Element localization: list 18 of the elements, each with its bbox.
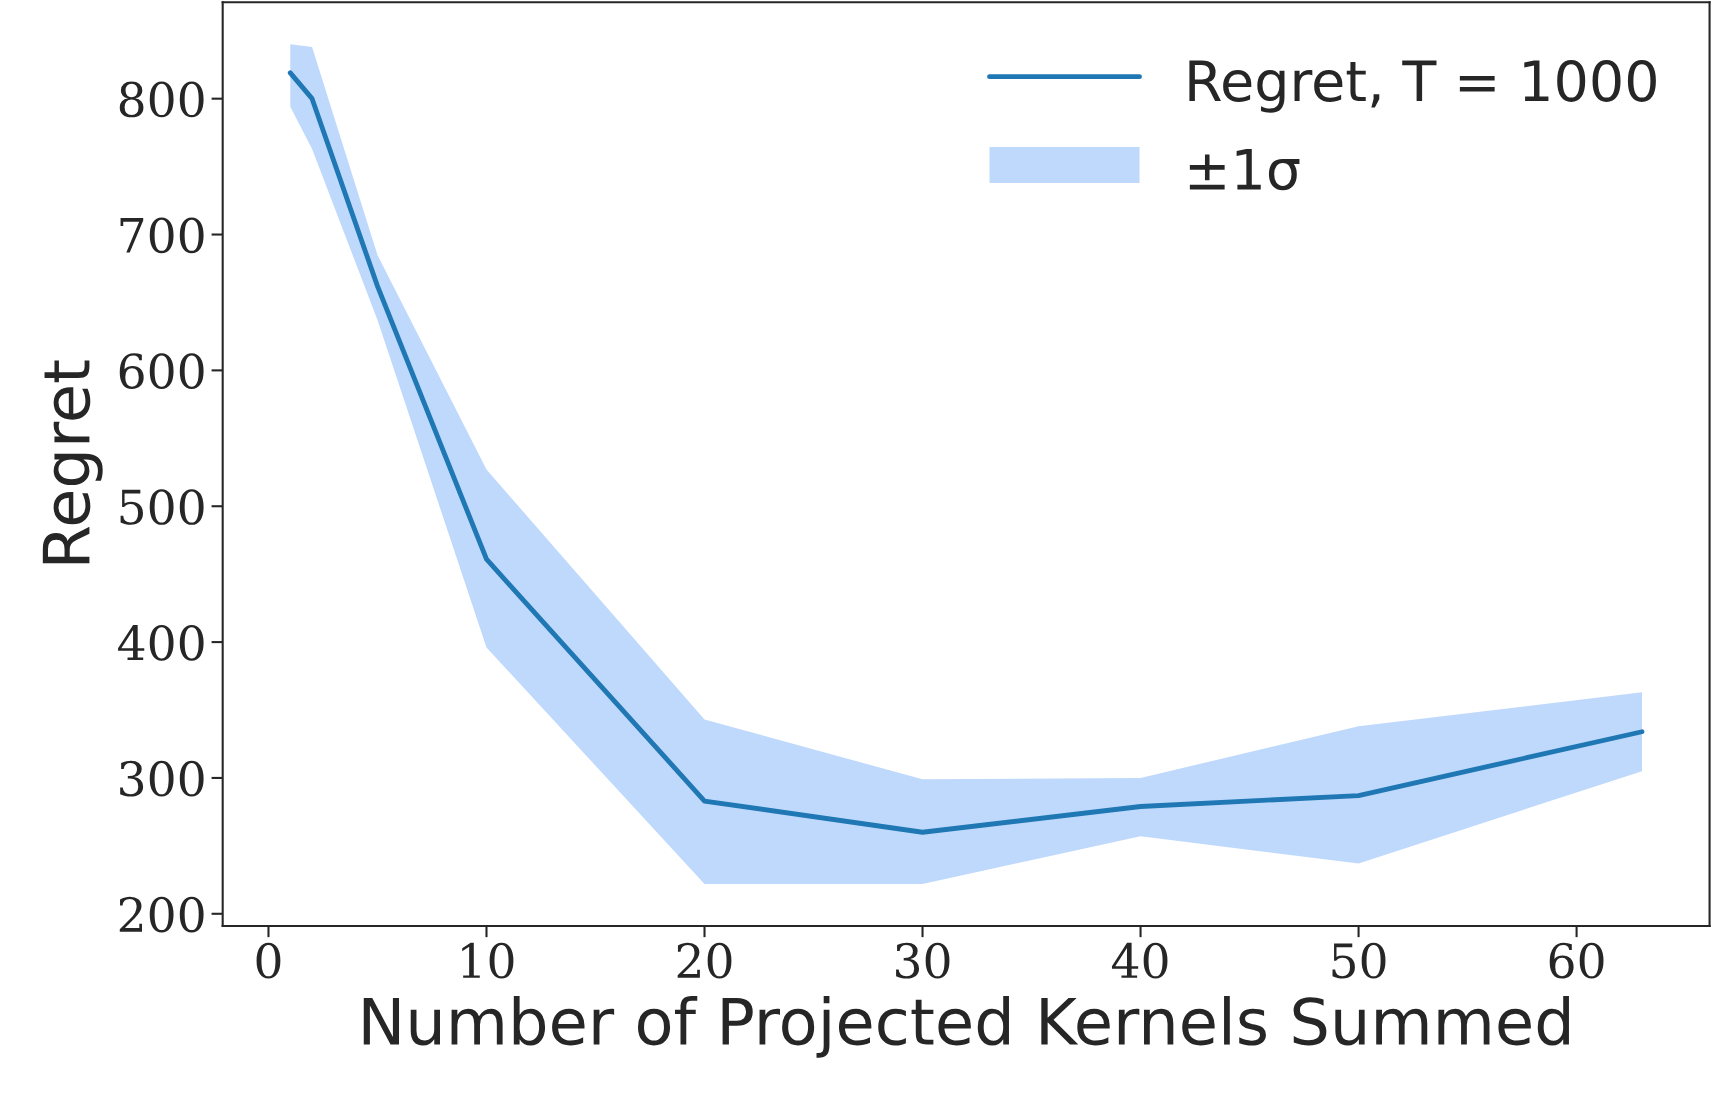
y-tick-label: 300 <box>120 760 204 797</box>
y-tick-label: 800 <box>119 81 204 118</box>
y-tick-label: 500 <box>120 489 204 525</box>
x-tick-label: 0 <box>256 942 281 979</box>
y-tick-label: 400 <box>118 624 204 661</box>
x-tick-label: 20 <box>677 942 732 979</box>
y-axis-title: Regret <box>42 360 103 564</box>
x-tick-label: 60 <box>1549 942 1604 979</box>
legend-label: Regret, T = 1000 <box>1189 59 1656 113</box>
x-tick-label: 30 <box>896 942 950 979</box>
x-axis-title: Number of Projected Kernels Summed <box>363 996 1569 1058</box>
y-tick-label: 600 <box>119 353 204 389</box>
annotation: ±1σ <box>1189 148 1300 191</box>
x-tick-label: 50 <box>1332 942 1386 979</box>
y-tick-label: 700 <box>120 217 204 254</box>
x-tick-label: 40 <box>1111 942 1168 979</box>
x-tick-label: 10 <box>462 942 514 979</box>
y-tick-label: 200 <box>119 896 204 933</box>
